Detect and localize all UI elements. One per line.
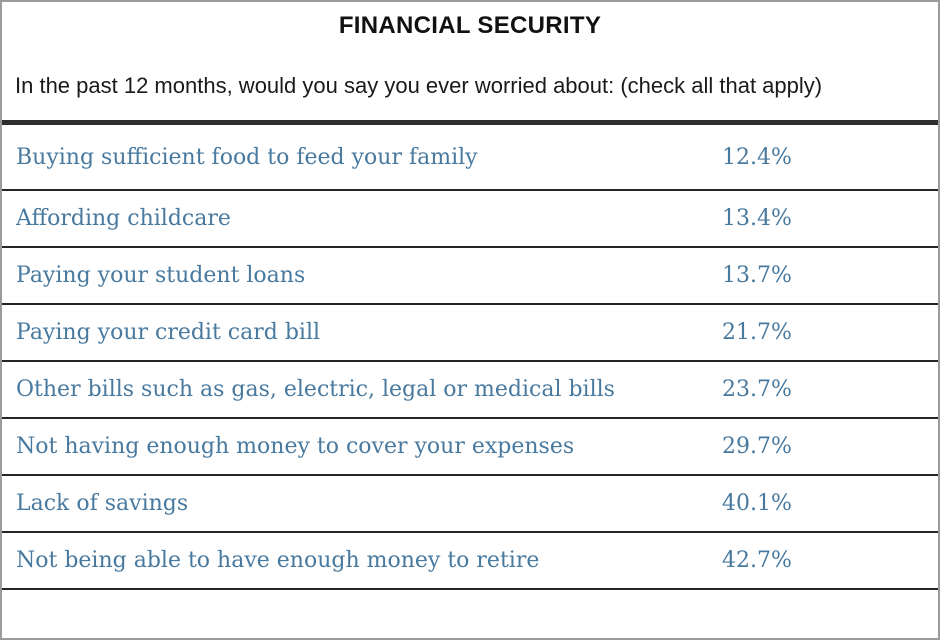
table-row: Lack of savings 40.1% <box>2 476 938 533</box>
header-divider <box>2 120 938 125</box>
page-title: FINANCIAL SECURITY <box>338 12 602 39</box>
row-value: 42.7% <box>722 548 792 573</box>
table-row: Buying sufficient food to feed your fami… <box>2 125 938 191</box>
empty-footer-row <box>2 590 938 638</box>
row-value: 21.7% <box>722 320 792 345</box>
row-label: Other bills such as gas, electric, legal… <box>16 377 615 402</box>
table-row: Affording childcare 13.4% <box>2 191 938 248</box>
row-label: Affording childcare <box>16 206 231 231</box>
row-value: 40.1% <box>722 491 792 516</box>
row-value: 13.4% <box>722 206 792 231</box>
row-value: 29.7% <box>722 434 792 459</box>
row-label: Not being able to have enough money to r… <box>16 548 540 573</box>
row-label: Paying your credit card bill <box>16 320 321 345</box>
row-value: 13.7% <box>722 263 792 288</box>
row-label: Lack of savings <box>16 491 189 516</box>
row-label: Paying your student loans <box>16 263 306 288</box>
results-table: Buying sufficient food to feed your fami… <box>2 125 938 590</box>
table-row: Other bills such as gas, electric, legal… <box>2 362 938 419</box>
table-row: Not having enough money to cover your ex… <box>2 419 938 476</box>
table-row: Paying your student loans 13.7% <box>2 248 938 305</box>
row-label: Buying sufficient food to feed your fami… <box>16 144 478 170</box>
table-row: Paying your credit card bill 21.7% <box>2 305 938 362</box>
survey-question: In the past 12 months, would you say you… <box>15 73 823 98</box>
table-row: Not being able to have enough money to r… <box>2 533 938 590</box>
row-value: 23.7% <box>722 377 792 402</box>
row-label: Not having enough money to cover your ex… <box>16 434 575 459</box>
row-value: 12.4% <box>722 144 792 170</box>
